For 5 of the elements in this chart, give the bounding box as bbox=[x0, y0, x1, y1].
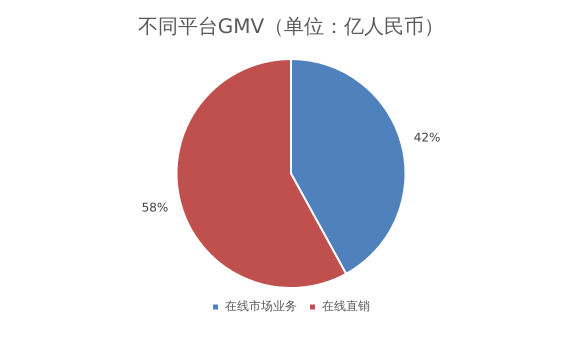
data-label: 58% bbox=[142, 200, 168, 215]
legend-label: 在线市场业务 bbox=[225, 299, 297, 314]
legend-label: 在线直销 bbox=[322, 299, 370, 314]
data-label: 42% bbox=[414, 130, 440, 145]
chart-title: 不同平台GMV（单位：亿人民币） bbox=[138, 14, 444, 38]
